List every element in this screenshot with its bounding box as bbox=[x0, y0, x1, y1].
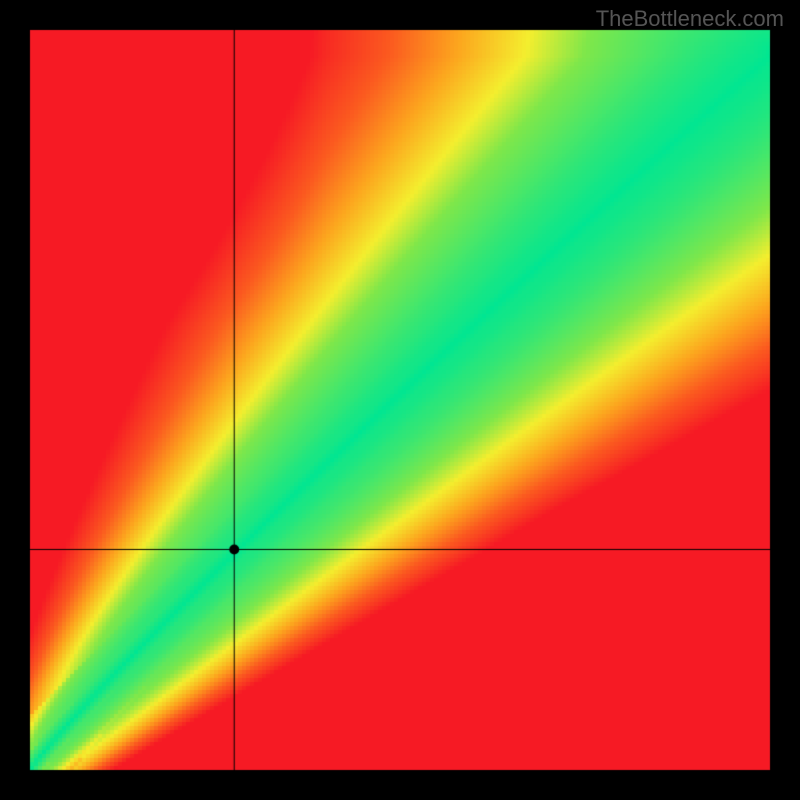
watermark-text: TheBottleneck.com bbox=[596, 6, 784, 32]
heatmap-canvas bbox=[0, 0, 800, 800]
chart-container: TheBottleneck.com bbox=[0, 0, 800, 800]
